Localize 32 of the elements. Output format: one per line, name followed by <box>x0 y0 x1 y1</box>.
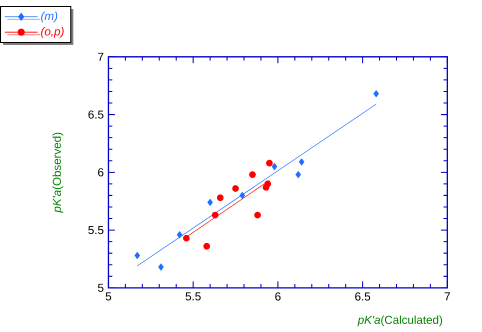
point <box>207 198 213 206</box>
x-tick-label: 6 <box>275 292 281 301</box>
point <box>183 234 190 242</box>
point <box>295 170 301 178</box>
legend-label: (o,p) <box>41 26 64 38</box>
point <box>176 231 182 238</box>
point <box>264 180 272 188</box>
point <box>373 90 379 98</box>
x-tick-label: 5.5 <box>186 292 201 300</box>
y-tick-label: 5 <box>98 284 104 292</box>
x-tick-label: 5 <box>106 292 112 300</box>
y-tick-label: 7 <box>98 52 104 61</box>
point <box>134 252 140 260</box>
x-tick-label: 6.5 <box>355 292 370 301</box>
point <box>272 162 278 170</box>
point <box>249 171 256 178</box>
y-axis-title: pK'a(Observed) <box>52 132 64 213</box>
x-tick-label: 7 <box>444 292 450 300</box>
point <box>266 160 273 166</box>
legend-label: (m) <box>41 12 58 22</box>
point <box>158 263 164 271</box>
y-tick-label: 6.5 <box>88 110 104 119</box>
point <box>240 192 246 199</box>
y-tick-label: 6 <box>98 168 104 176</box>
point <box>232 185 239 192</box>
x-axis-title: pK'a(Calculated) <box>357 315 442 326</box>
point <box>298 158 304 166</box>
y-tick-label: 5.5 <box>88 226 104 234</box>
point <box>203 242 210 250</box>
point <box>216 194 224 202</box>
point <box>254 212 261 218</box>
point <box>212 212 219 218</box>
